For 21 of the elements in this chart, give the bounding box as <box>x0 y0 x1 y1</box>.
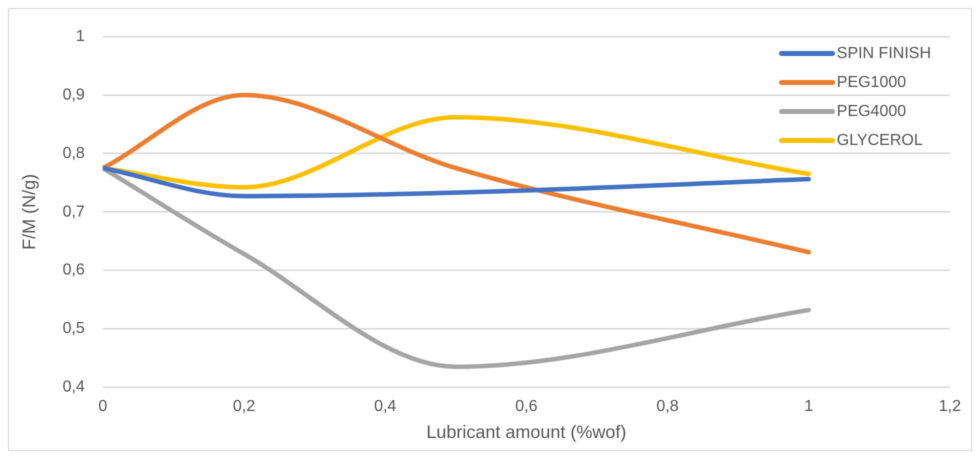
x-tick-label: 0,6 <box>515 398 538 416</box>
y-tick-label: 0,6 <box>62 262 85 279</box>
line-series <box>102 166 811 198</box>
x-tick-label: 1,2 <box>938 398 962 416</box>
y-tick-label: 0,7 <box>62 203 85 220</box>
y-tick-label: 0,5 <box>62 320 85 338</box>
x-tick-label: 0,4 <box>374 398 396 416</box>
x-tick-label: 0,2 <box>232 398 256 416</box>
legend-label: SPIN FINISH <box>836 44 931 62</box>
x-tick-label: 0,8 <box>656 398 679 416</box>
legend-label: PEG1000 <box>836 74 906 92</box>
x-tick-label: 0 <box>98 398 108 416</box>
legend-label: PEG4000 <box>836 102 906 120</box>
y-tick-label: 0,9 <box>62 86 85 104</box>
x-tick-label: 1 <box>804 398 814 416</box>
y-tick-label: 0,8 <box>62 144 85 162</box>
y-tick-label: 0,4 <box>62 378 85 396</box>
legend-label: GLYCEROL <box>836 132 923 150</box>
y-tick-label: 1 <box>76 28 85 46</box>
y-axis-title: F/M (N/g) <box>18 174 39 250</box>
x-axis-title: Lubricant amount (%wof) <box>426 422 626 442</box>
